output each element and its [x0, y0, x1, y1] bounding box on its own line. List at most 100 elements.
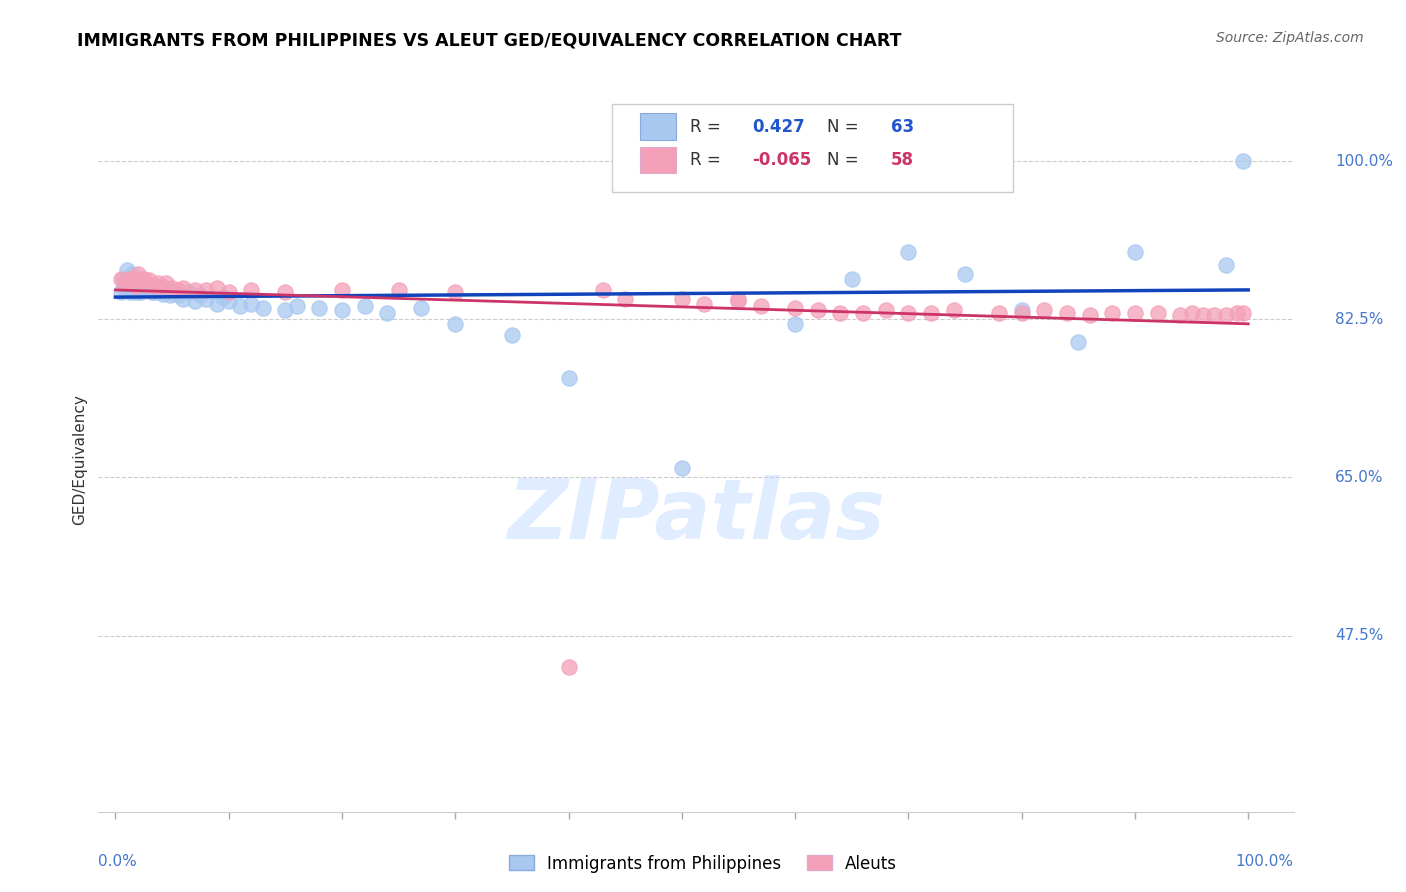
Point: [148, 277, 170, 291]
Point: [110, 285, 132, 300]
Point: [671, 461, 693, 475]
Legend: Immigrants from Philippines, Aleuts: Immigrants from Philippines, Aleuts: [502, 848, 904, 880]
Point: [1192, 308, 1215, 322]
Point: [285, 299, 308, 313]
Point: [125, 277, 148, 291]
Point: [110, 271, 132, 285]
Text: 100.0%: 100.0%: [1236, 854, 1294, 869]
Point: [121, 267, 143, 281]
Point: [143, 279, 166, 293]
Point: [115, 277, 138, 291]
Point: [671, 292, 693, 306]
Point: [114, 281, 136, 295]
Point: [195, 283, 218, 297]
Point: [129, 271, 152, 285]
Point: [149, 279, 172, 293]
Point: [953, 267, 976, 281]
Point: [897, 244, 920, 259]
Text: R =: R =: [690, 118, 725, 136]
Point: [783, 301, 806, 315]
Point: [240, 283, 263, 297]
Text: R =: R =: [690, 151, 725, 169]
Point: [229, 299, 252, 313]
Text: N =: N =: [827, 151, 865, 169]
Point: [411, 301, 433, 315]
Point: [118, 271, 141, 285]
Point: [1226, 306, 1249, 320]
Text: 0.427: 0.427: [752, 118, 804, 136]
Point: [177, 285, 200, 300]
Point: [135, 283, 157, 297]
Y-axis label: GED/Equivalency: GED/Equivalency: [72, 394, 87, 524]
Point: [375, 306, 398, 320]
Point: [129, 271, 152, 285]
Point: [112, 271, 135, 285]
Point: [1011, 306, 1033, 320]
Point: [122, 285, 145, 300]
Text: ZIPatlas: ZIPatlas: [508, 475, 884, 557]
Point: [141, 285, 163, 300]
Point: [149, 285, 172, 300]
Point: [240, 297, 263, 311]
Point: [274, 303, 297, 318]
Point: [212, 290, 235, 304]
Point: [942, 303, 965, 318]
Point: [330, 303, 353, 318]
Point: [127, 277, 149, 291]
Text: IMMIGRANTS FROM PHILIPPINES VS ALEUT GED/EQUIVALENCY CORRELATION CHART: IMMIGRANTS FROM PHILIPPINES VS ALEUT GED…: [77, 31, 901, 49]
Point: [353, 299, 375, 313]
Point: [1232, 154, 1254, 169]
Text: 0.0%: 0.0%: [98, 854, 138, 869]
Text: -0.065: -0.065: [752, 151, 811, 169]
Point: [118, 271, 141, 285]
Point: [155, 277, 177, 291]
Point: [121, 271, 143, 285]
Text: N =: N =: [827, 118, 865, 136]
Text: 82.5%: 82.5%: [1336, 312, 1384, 326]
Point: [172, 292, 194, 306]
Point: [136, 278, 159, 293]
Point: [218, 285, 240, 300]
Point: [145, 285, 167, 300]
Point: [727, 292, 749, 306]
Point: [988, 306, 1011, 320]
Point: [330, 283, 353, 297]
FancyBboxPatch shape: [640, 146, 676, 173]
Point: [1033, 303, 1056, 318]
Point: [557, 371, 579, 385]
Text: 100.0%: 100.0%: [1336, 153, 1393, 169]
Point: [207, 297, 229, 311]
Point: [1146, 306, 1168, 320]
Point: [160, 281, 183, 295]
Point: [1123, 306, 1146, 320]
Text: 65.0%: 65.0%: [1336, 470, 1384, 485]
Point: [190, 288, 212, 302]
Point: [841, 271, 863, 285]
Point: [920, 306, 942, 320]
Point: [142, 285, 165, 300]
FancyBboxPatch shape: [613, 103, 1012, 192]
Point: [1204, 308, 1226, 322]
Text: 58: 58: [891, 151, 914, 169]
Point: [1056, 306, 1078, 320]
Point: [183, 283, 205, 297]
Point: [131, 285, 153, 300]
Point: [614, 292, 637, 306]
Point: [138, 273, 160, 287]
Point: [1067, 334, 1090, 349]
Point: [388, 283, 411, 297]
Point: [207, 281, 229, 295]
Point: [183, 294, 205, 309]
Point: [501, 327, 523, 342]
Point: [897, 306, 920, 320]
Point: [125, 279, 148, 293]
Point: [727, 294, 749, 309]
Point: [159, 288, 181, 302]
Point: [1215, 308, 1237, 322]
Point: [783, 317, 806, 331]
Point: [749, 299, 772, 313]
Point: [807, 303, 830, 318]
Point: [132, 281, 155, 295]
Point: [1168, 308, 1191, 322]
Point: [166, 288, 188, 302]
